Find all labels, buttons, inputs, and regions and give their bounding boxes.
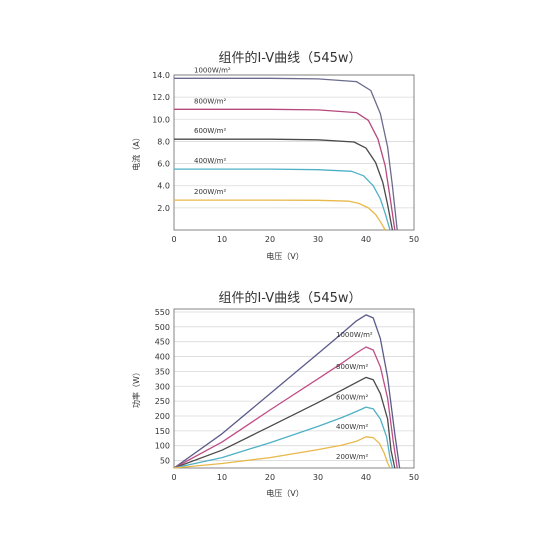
x-tick-label: 0: [171, 235, 176, 244]
x-tick-label: 50: [409, 473, 419, 482]
x-tick-label: 0: [171, 473, 176, 482]
x-tick-label: 30: [313, 473, 323, 482]
series-label: 600W/m²: [336, 393, 368, 401]
x-tick-label: 30: [313, 235, 323, 244]
x-tick-label: 20: [265, 235, 275, 244]
series-line: [173, 406, 394, 469]
series-label: 400W/m²: [194, 157, 226, 165]
series-label: 600W/m²: [194, 127, 226, 135]
series-line: [174, 77, 398, 231]
y-tick-label: 350: [155, 367, 170, 376]
series-label: 800W/m²: [194, 97, 226, 105]
series-label: 1000W/m²: [194, 66, 231, 74]
y-axis-label: 电流（A）: [131, 133, 141, 170]
y-tick-label: 4.0: [157, 182, 170, 191]
x-axis-label: 电压（V）: [266, 251, 303, 261]
x-tick-label: 40: [361, 473, 371, 482]
chart-title: 组件的I-V曲线（545w）: [218, 50, 361, 66]
series-line: [174, 138, 394, 231]
y-tick-label: 6.0: [157, 160, 170, 169]
series-line: [173, 346, 398, 469]
series-line: [174, 199, 386, 231]
series-line: [173, 376, 396, 469]
plot-frame: [173, 74, 415, 231]
pv-chart: 组件的I-V曲线（545w） 1000W/m²800W/m²600W/m²400…: [131, 290, 419, 498]
series-label: 800W/m²: [336, 363, 368, 371]
series-line: [173, 436, 391, 469]
x-tick-label: 40: [361, 235, 371, 244]
x-tick-label: 10: [217, 235, 227, 244]
series-label: 1000W/m²: [336, 331, 373, 339]
series-line: [173, 314, 401, 469]
series-line: [174, 168, 391, 231]
x-tick-label: 50: [409, 235, 419, 244]
plot-frame: [173, 308, 415, 469]
y-tick-label: 300: [155, 382, 170, 391]
y-tick-label: 450: [155, 338, 170, 347]
y-tick-label: 14.0: [152, 71, 170, 80]
y-tick-label: 400: [155, 353, 170, 362]
x-tick-label: 10: [217, 473, 227, 482]
x-tick-label: 20: [265, 473, 275, 482]
y-tick-label: 2.0: [157, 204, 170, 213]
x-axis-label: 电压（V）: [266, 488, 303, 498]
y-tick-label: 250: [155, 397, 170, 406]
series-label: 400W/m²: [336, 423, 368, 431]
series-line: [174, 108, 396, 231]
series-label: 200W/m²: [194, 188, 226, 196]
y-tick-label: 8.0: [157, 137, 170, 146]
y-tick-label: 550: [155, 308, 170, 317]
y-tick-label: 10.0: [152, 115, 170, 124]
y-tick-label: 50: [160, 457, 170, 466]
y-tick-label: 500: [155, 323, 170, 332]
series-label: 200W/m²: [336, 453, 368, 461]
y-tick-label: 12.0: [152, 93, 170, 102]
y-tick-label: 100: [155, 442, 170, 451]
y-axis-label: 功率（W）: [131, 368, 141, 408]
iv-chart: 组件的I-V曲线（545w） 1000W/m²800W/m²600W/m²400…: [131, 50, 419, 261]
chart-title: 组件的I-V曲线（545w）: [218, 290, 361, 306]
y-tick-label: 200: [155, 412, 170, 421]
y-tick-label: 150: [155, 427, 170, 436]
